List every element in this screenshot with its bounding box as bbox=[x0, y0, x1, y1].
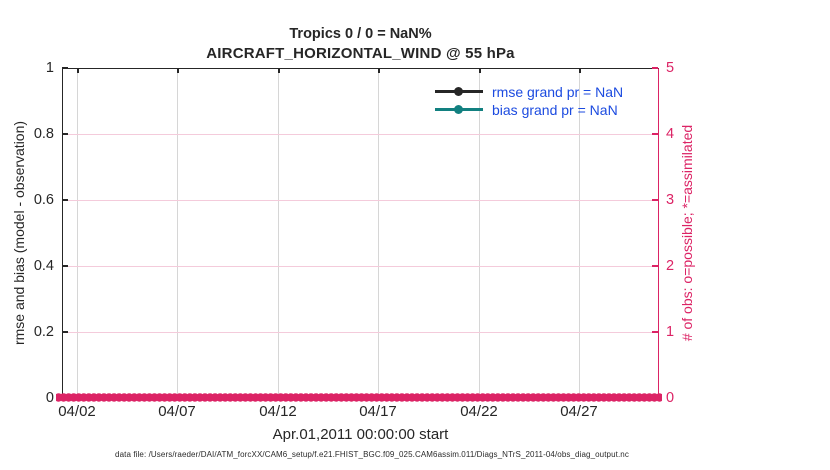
legend-label: rmse grand pr = NaN bbox=[492, 84, 624, 100]
x-gridline bbox=[77, 68, 78, 398]
chart-title: Tropics 0 / 0 = NaN% bbox=[289, 26, 432, 42]
x-gridline bbox=[177, 68, 178, 398]
right-tick-label: 1 bbox=[666, 324, 675, 340]
right-axis-label: # of obs: o=possible; *=assimilated bbox=[679, 124, 695, 342]
left-tick-label: 0.6 bbox=[33, 192, 54, 208]
top-axis-tick bbox=[579, 68, 581, 73]
top-axis-tick bbox=[479, 68, 481, 73]
x-gridline bbox=[378, 68, 379, 398]
left-tick-label: 0.2 bbox=[33, 324, 54, 340]
right-tick-label: 5 bbox=[666, 60, 675, 76]
left-axis-tick bbox=[62, 133, 68, 135]
y-gridline bbox=[62, 200, 659, 201]
left-axis-label: rmse and bias (model - observation) bbox=[11, 120, 27, 346]
right-axis-tick bbox=[652, 265, 658, 267]
x-tick-label: 04/07 bbox=[158, 403, 196, 420]
left-axis-tick bbox=[62, 265, 68, 267]
top-axis-tick bbox=[77, 68, 79, 73]
x-gridline bbox=[579, 68, 580, 398]
right-axis-tick bbox=[652, 133, 658, 135]
x-tick-label: 04/27 bbox=[560, 403, 598, 420]
right-tick-label: 4 bbox=[666, 126, 675, 142]
left-axis-tick bbox=[62, 67, 68, 69]
left-axis-tick bbox=[62, 199, 68, 201]
top-axis-tick bbox=[177, 68, 179, 73]
x-axis-label: Apr.01,2011 00:00:00 start bbox=[272, 426, 449, 443]
x-tick-label: 04/02 bbox=[58, 403, 96, 420]
right-tick-label: 3 bbox=[666, 192, 675, 208]
legend-marker-dot bbox=[454, 86, 463, 96]
top-axis-tick bbox=[278, 68, 280, 73]
right-axis-tick bbox=[652, 67, 658, 69]
x-gridline bbox=[278, 68, 279, 398]
x-gridline bbox=[479, 68, 480, 398]
data-file-path: data file: /Users/raeder/DAI/ATM_forcXX/… bbox=[115, 450, 629, 459]
legend-marker-dot bbox=[454, 104, 463, 114]
right-axis-tick bbox=[652, 331, 658, 333]
right-tick-label: 0 bbox=[666, 390, 675, 406]
left-tick-label: 0.4 bbox=[33, 258, 54, 274]
legend-label: bias grand pr = NaN bbox=[492, 102, 618, 118]
x-tick-label: 04/17 bbox=[359, 403, 397, 420]
left-tick-label: 0.8 bbox=[33, 126, 54, 142]
x-tick-label: 04/12 bbox=[259, 403, 297, 420]
right-tick-label: 2 bbox=[666, 258, 675, 274]
y-gridline bbox=[62, 332, 659, 333]
y-gridline bbox=[62, 134, 659, 135]
left-tick-label: 0 bbox=[45, 390, 54, 406]
left-axis-tick bbox=[62, 331, 68, 333]
y-gridline bbox=[62, 266, 659, 267]
right-axis-tick bbox=[652, 199, 658, 201]
left-tick-label: 1 bbox=[45, 60, 54, 76]
chart-subtitle: AIRCRAFT_HORIZONTAL_WIND @ 55 hPa bbox=[206, 45, 515, 62]
top-axis-tick bbox=[378, 68, 380, 73]
assimilated-obs-marker-band bbox=[56, 393, 662, 402]
x-tick-label: 04/22 bbox=[460, 403, 498, 420]
